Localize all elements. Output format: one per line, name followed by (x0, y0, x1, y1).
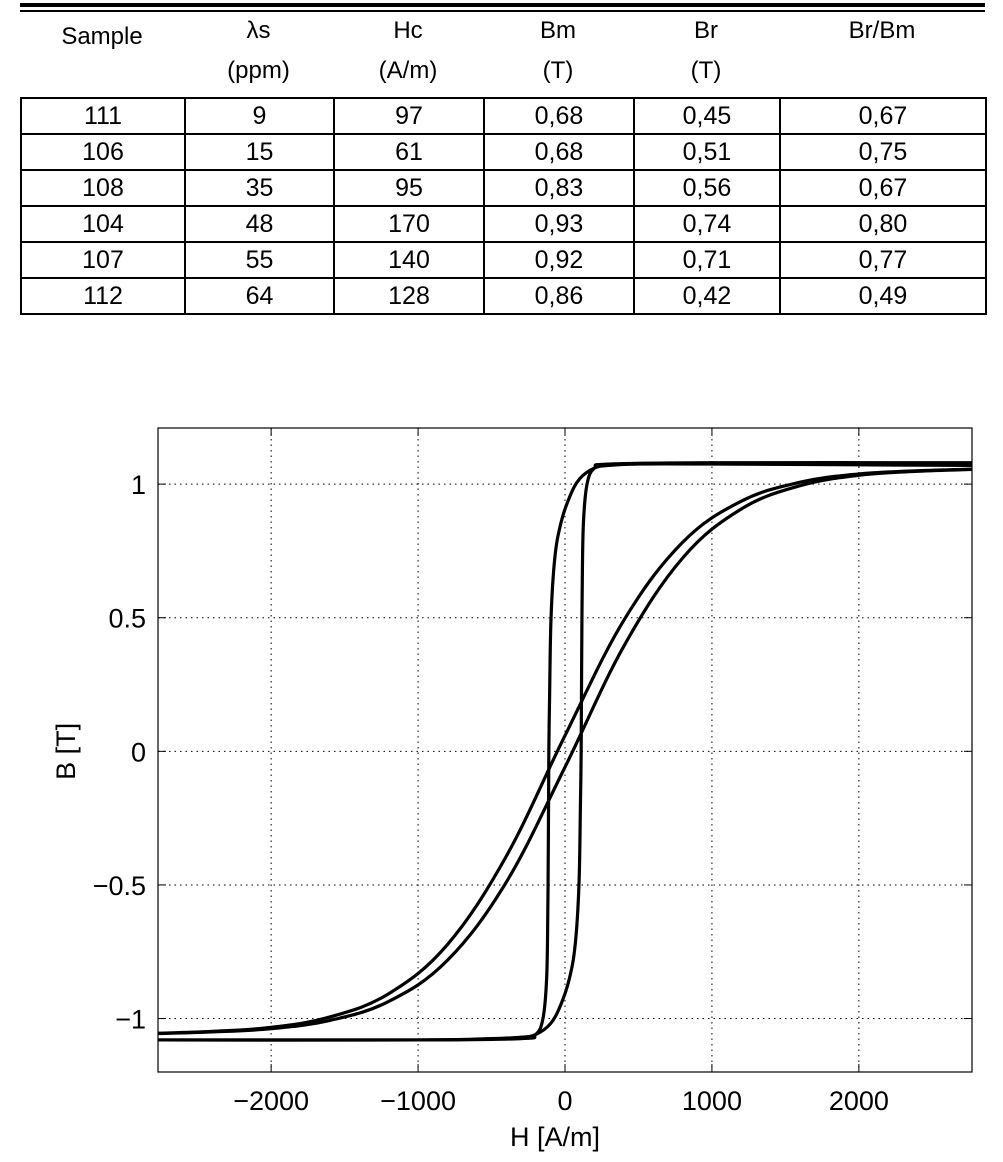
table-cell: 48 (184, 205, 335, 243)
plot-background (158, 428, 972, 1072)
column-header-name: Hc (393, 17, 423, 44)
x-axis-label: H [A/m] (510, 1122, 600, 1152)
table-cell: 9 (184, 97, 335, 135)
y-tick-label: 0.5 (108, 604, 146, 634)
x-tick-label: −2000 (233, 1086, 309, 1116)
table-cell: 0,49 (779, 277, 987, 315)
plot-frame (157, 427, 973, 1073)
table-cell: 15 (184, 133, 335, 171)
properties-table: 111 9 97 0,68 0,45 0,67 106 15 61 0,68 0,51 0,75 108… (20, 97, 987, 315)
column-header: Br/Bm (779, 14, 985, 96)
table-cell: 0,71 (633, 241, 781, 279)
table-cell: 0,86 (483, 277, 635, 315)
table-cell: 97 (333, 97, 485, 135)
table-cell: 64 (184, 277, 335, 315)
x-tick-label: 0 (557, 1086, 572, 1116)
table-cell: 0,67 (779, 97, 987, 135)
table-cell: 0,74 (633, 205, 781, 243)
table-cell: 55 (184, 241, 335, 279)
table-row: 104 48 170 0,93 0,74 0,80 (20, 205, 987, 243)
table-row: 106 15 61 0,68 0,51 0,75 (20, 133, 987, 171)
table-cell: 0,45 (633, 97, 781, 135)
column-header: λs (ppm) (184, 14, 333, 96)
y-axis-label: B [T] (51, 723, 81, 780)
table-cell: 170 (333, 205, 485, 243)
x-tick-label: 1000 (682, 1086, 742, 1116)
column-header-name: λs (246, 17, 271, 44)
table-row: 107 55 140 0,92 0,71 0,77 (20, 241, 987, 279)
table-cell: 111 (20, 97, 186, 135)
table-cell: 0,68 (483, 133, 635, 171)
curve-square-loop-ascending (157, 461, 973, 1042)
y-tick-label: 1 (131, 470, 146, 500)
table-cell: 0,83 (483, 169, 635, 207)
y-tick-label: −0.5 (93, 871, 146, 901)
table-cell: 0,92 (483, 241, 635, 279)
x-tick-label: 2000 (829, 1086, 889, 1116)
column-header-name: Br/Bm (848, 17, 916, 44)
column-header: Bm (T) (483, 14, 633, 96)
column-header-unit: (ppm) (227, 57, 290, 84)
table-cell: 0,93 (483, 205, 635, 243)
curve-sheared-loop-ascending (157, 467, 973, 1036)
table-cell: 0,51 (633, 133, 781, 171)
y-tick-label: −1 (115, 1005, 146, 1035)
table-row: 108 35 95 0,83 0,56 0,67 (20, 169, 987, 207)
table-cell: 95 (333, 169, 485, 207)
table-top-rule-thin (20, 10, 985, 12)
table-cell: 112 (20, 277, 186, 315)
table-cell: 0,68 (483, 97, 635, 135)
table-cell: 0,75 (779, 133, 987, 171)
column-header-unit: (A/m) (378, 57, 438, 84)
table-top-rule-thick (20, 3, 985, 7)
column-header: Sample (20, 14, 184, 96)
table-cell: 35 (184, 169, 335, 207)
table-cell: 0,42 (633, 277, 781, 315)
table-cell: 106 (20, 133, 186, 171)
table-row: 111 9 97 0,68 0,45 0,67 (20, 97, 987, 135)
x-tick-label: −1000 (380, 1086, 456, 1116)
table-cell: 108 (20, 169, 186, 207)
column-header: Hc (A/m) (333, 14, 483, 96)
column-header-unit: Sample (61, 23, 143, 50)
table-cell: 0,80 (779, 205, 987, 243)
column-header-unit: (T) (690, 57, 722, 84)
column-header: Br (T) (633, 14, 779, 96)
column-header-unit: (T) (542, 57, 574, 84)
table-cell: 104 (20, 205, 186, 243)
table-cell: 140 (333, 241, 485, 279)
table-cell: 128 (333, 277, 485, 315)
curve-sheared-loop-descending (157, 467, 973, 1035)
column-header-name: Bm (540, 17, 576, 44)
table-cell: 0,77 (779, 241, 987, 279)
y-tick-label: 0 (131, 737, 146, 767)
table-cell: 61 (333, 133, 485, 171)
table-cell: 0,56 (633, 169, 781, 207)
table-cell: 107 (20, 241, 186, 279)
table-row: 112 64 128 0,86 0,42 0,49 (20, 277, 987, 315)
column-header-name: Br (694, 17, 718, 44)
table-cell: 0,67 (779, 169, 987, 207)
